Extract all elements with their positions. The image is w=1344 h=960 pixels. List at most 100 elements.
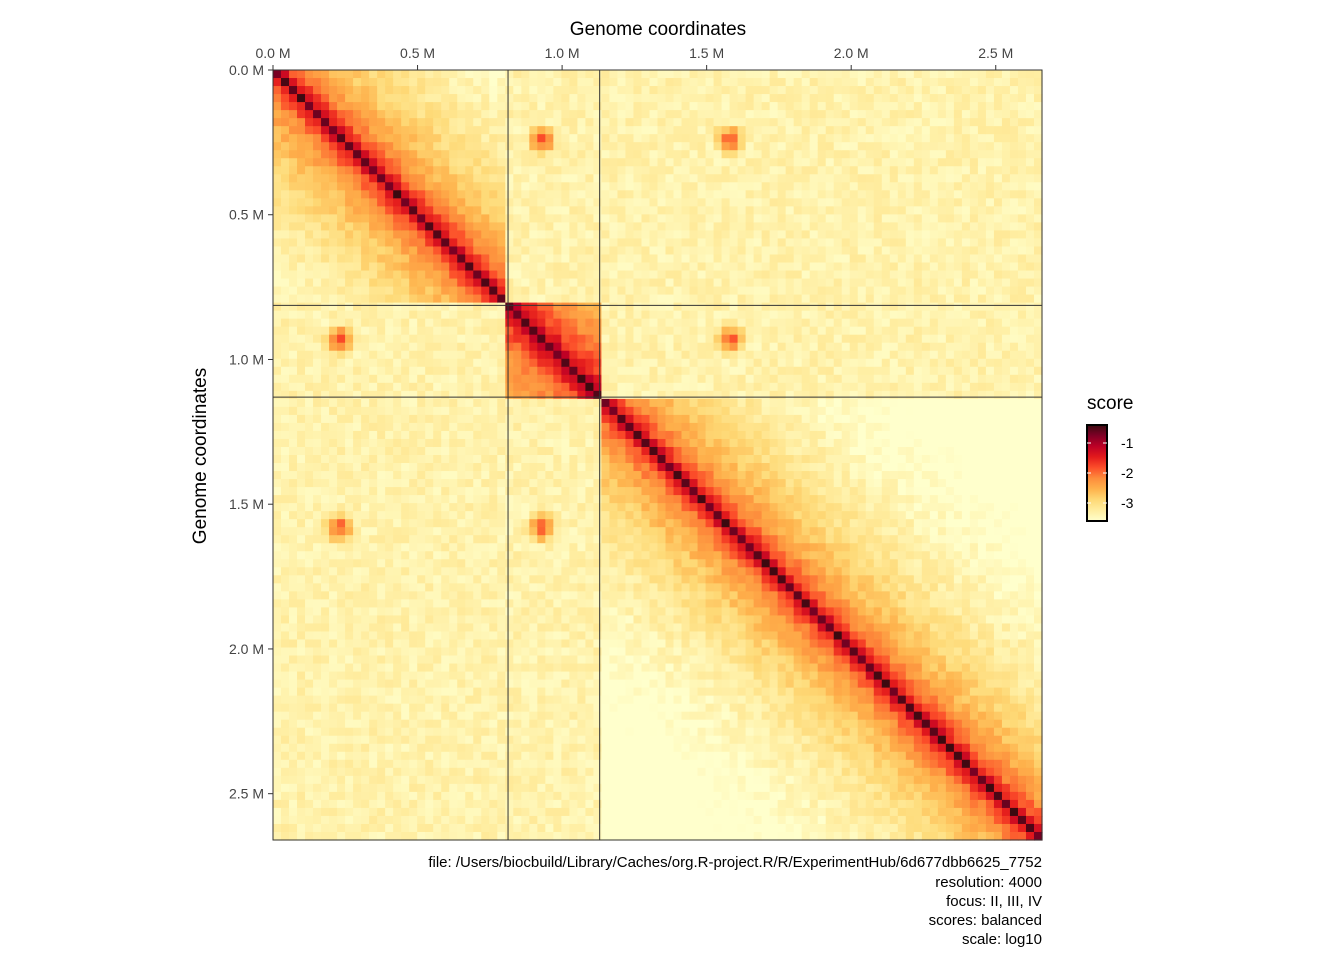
heat-cell (417, 807, 426, 817)
heat-cell (569, 206, 578, 215)
heat-cell (673, 270, 683, 280)
heat-cell (385, 334, 394, 344)
heat-cell (673, 783, 683, 793)
heat-cell (601, 759, 611, 769)
heat-cell (537, 366, 546, 376)
heat-cell (433, 222, 442, 232)
heat-cell (649, 559, 659, 568)
heat-cell (361, 166, 370, 175)
heat-cell (505, 198, 514, 207)
heat-cell (393, 559, 402, 568)
heat-cell (473, 278, 482, 288)
heat-cell (673, 831, 683, 841)
heat-cell (529, 583, 538, 592)
heat-cell (665, 671, 675, 681)
heat-cell (649, 711, 659, 721)
heat-cell (617, 310, 627, 320)
heat-cell (273, 703, 282, 713)
heat-cell (361, 559, 370, 568)
heat-cell (345, 126, 354, 135)
heat-cell (465, 94, 474, 103)
heat-cell (313, 527, 322, 536)
heat-cell (617, 406, 627, 416)
heat-cell (569, 390, 578, 400)
heat-cell (617, 791, 627, 801)
heat-cell (561, 342, 570, 352)
heat-cell (337, 390, 346, 400)
heat-cell (417, 414, 426, 424)
heat-cell (513, 615, 522, 625)
heat-cell (593, 446, 603, 456)
heat-cell (321, 623, 330, 633)
heat-cell (401, 631, 410, 641)
heat-cell (673, 743, 683, 753)
heat-cell (401, 599, 410, 608)
heat-cell (409, 262, 418, 272)
heat-cell (281, 703, 290, 713)
heat-cell (505, 671, 514, 681)
heat-cell (449, 727, 458, 737)
heat-cell (393, 735, 402, 745)
heat-cell (401, 246, 410, 256)
heat-cell (305, 583, 314, 592)
heat-cell (521, 647, 530, 657)
heat-cell (569, 302, 578, 312)
heat-cell (345, 70, 354, 79)
heat-cell (457, 527, 466, 536)
heat-cell (553, 607, 562, 617)
heat-cell (641, 182, 651, 191)
heat-cell (665, 326, 675, 336)
heat-cell (369, 591, 378, 600)
heat-cell (353, 775, 362, 785)
heat-cell (417, 94, 426, 103)
heat-cell (633, 342, 643, 352)
heat-cell (649, 382, 659, 392)
heat-cell (505, 783, 514, 793)
heat-cell (433, 390, 442, 400)
heat-cell (601, 374, 611, 384)
heat-cell (625, 551, 635, 560)
heat-cell (369, 783, 378, 793)
heat-cell (473, 118, 482, 127)
heat-cell (433, 479, 442, 488)
heat-cell (673, 519, 683, 528)
heat-cell (657, 591, 667, 600)
heat-cell (513, 182, 522, 191)
heat-cell (537, 631, 546, 641)
heat-cell (401, 390, 410, 400)
heat-cell (617, 254, 627, 264)
heat-cell (569, 126, 578, 135)
heat-cell (305, 294, 314, 304)
heat-cell (465, 326, 474, 336)
heat-cell (393, 214, 402, 223)
heat-cell (377, 519, 386, 528)
heat-cell (529, 366, 538, 376)
heat-cell (401, 823, 410, 833)
heat-cell (273, 519, 282, 528)
heat-cell (497, 422, 506, 432)
heat-cell (497, 607, 506, 617)
heat-cell (433, 655, 442, 665)
heat-cell (537, 815, 546, 825)
heat-cell (465, 615, 474, 625)
heat-cell (329, 238, 338, 248)
heat-cell (481, 174, 490, 183)
heat-cell (337, 286, 346, 296)
heat-cell (345, 390, 354, 400)
heat-cell (465, 422, 474, 432)
heat-cell (649, 222, 659, 232)
heat-cell (369, 94, 378, 103)
heat-cell (529, 238, 538, 248)
heat-cell (361, 575, 370, 584)
heat-cell (561, 150, 570, 159)
heat-cell (385, 382, 394, 392)
heat-cell (513, 631, 522, 641)
heat-cell (473, 422, 482, 432)
heat-cell (409, 70, 418, 79)
heat-cell (537, 78, 546, 87)
heat-cell (673, 94, 683, 103)
heat-cell (321, 687, 330, 697)
heat-cell (489, 302, 498, 312)
heat-cell (281, 358, 290, 368)
heat-cell (657, 799, 667, 809)
